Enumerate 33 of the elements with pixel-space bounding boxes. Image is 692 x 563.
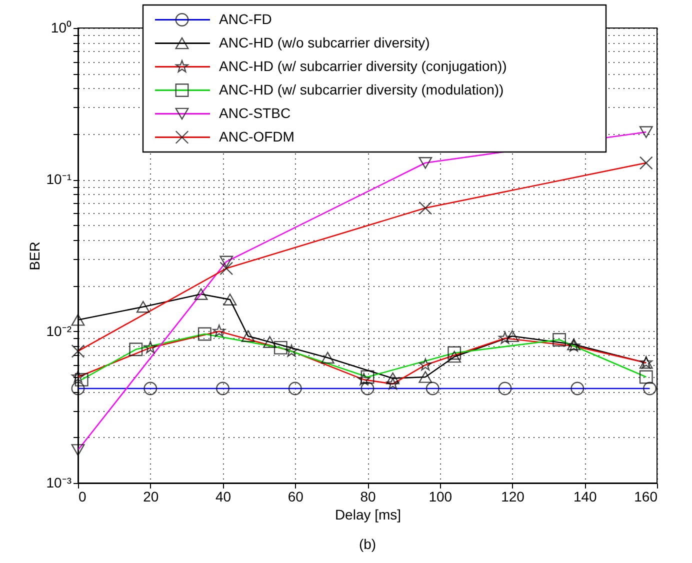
x-tick-label: 80 — [360, 488, 376, 504]
point — [194, 288, 208, 300]
x-tick-label: 140 — [573, 488, 598, 504]
text: (b) — [358, 536, 376, 552]
y-tick-label: 10⁻² — [46, 322, 72, 339]
x-tick-label: 0 — [78, 488, 86, 504]
y-axis-title: BER — [26, 242, 42, 270]
point — [223, 294, 237, 306]
point — [136, 300, 150, 313]
point — [320, 352, 334, 364]
x-tick-label: 160 — [634, 488, 658, 504]
point — [506, 330, 519, 342]
y-tick-label: 10⁻¹ — [46, 171, 72, 188]
x-axis-title: Delay [ms] — [334, 506, 402, 522]
point — [263, 336, 277, 348]
y-tick-label: 10⁻³ — [46, 474, 72, 490]
legend-label: ANC-HD (w/ subcarrier diversity (conjugation)) — [219, 58, 507, 74]
x-tick-label: 40 — [215, 488, 232, 504]
point — [418, 371, 432, 383]
legend-label: ANC-STBC — [219, 104, 291, 121]
x-tick-label: 60 — [288, 488, 304, 504]
point — [241, 330, 255, 342]
y-tick-label: 10⁰ — [50, 20, 72, 36]
legend-label: ANC-FD — [219, 10, 272, 27]
x-tick-label: 100 — [428, 488, 452, 504]
x-tick-label: 120 — [501, 488, 525, 504]
point — [71, 314, 85, 326]
legend-label: ANC-HD (w/o subcarrier diversity) — [219, 34, 430, 50]
legend-label: ANC-OFDM — [219, 128, 294, 144]
legend-label: ANC-HD (w/ subcarrier diversity (modulation)) — [219, 81, 504, 98]
x-tick-label: 20 — [143, 488, 159, 504]
point — [448, 350, 462, 363]
point — [386, 372, 400, 384]
